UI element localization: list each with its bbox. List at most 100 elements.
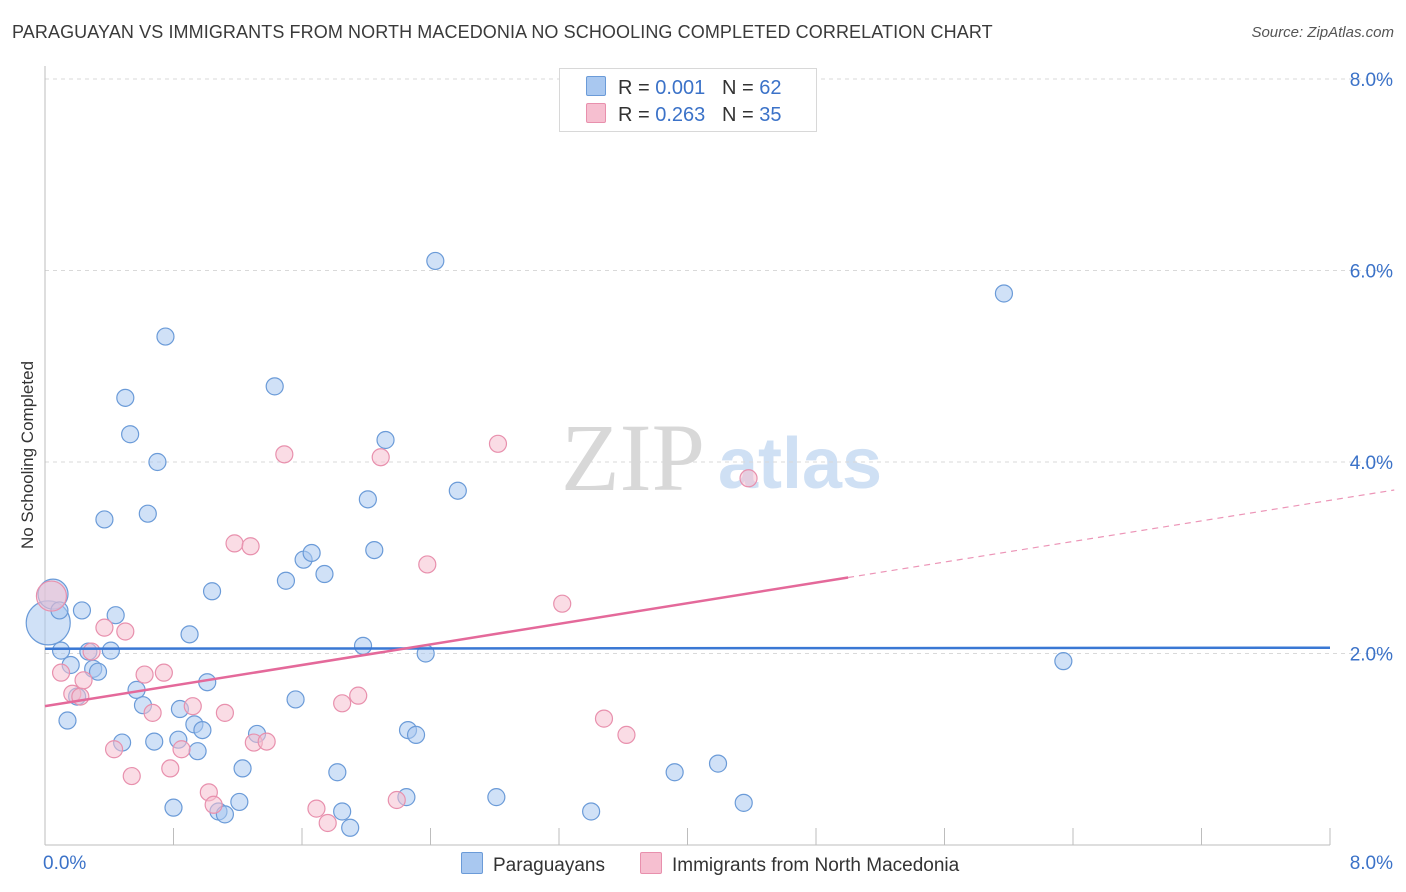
x-tick-label: 0.0%	[43, 853, 86, 874]
north-macedonia-point	[204, 795, 223, 814]
paraguayan-point	[233, 759, 252, 778]
north-macedonia-point	[135, 665, 154, 684]
north-macedonia-trend-line	[44, 576, 849, 708]
north-macedonia-point	[154, 663, 173, 682]
paraguayan-point	[426, 251, 445, 271]
paraguayan-point	[315, 564, 334, 584]
legend-n-label: N =	[721, 77, 760, 99]
paraguayan-point	[230, 792, 249, 812]
paraguayan-point	[106, 606, 125, 625]
x-tick-label: 8.0%	[1350, 853, 1393, 874]
north-macedonia-point	[371, 448, 390, 467]
source-label: Source: ZipAtlas.com	[1251, 24, 1394, 41]
north-macedonia-point	[418, 555, 437, 574]
stats-legend: R = 0.001 N = 62 R = 0.263 N = 35	[559, 68, 817, 132]
paraguayan-point	[358, 490, 377, 509]
paraguayan-point	[164, 798, 183, 817]
bottom-legend-label: Paraguayans	[493, 855, 605, 876]
paraguayan-point	[193, 720, 212, 740]
legend-r-label: R =	[618, 104, 656, 126]
north-macedonia-point	[225, 534, 244, 553]
paraguayan-trend-line	[44, 646, 1331, 650]
bottom-legend-label: Immigrants from North Macedonia	[672, 855, 960, 876]
paraguayan-point	[376, 430, 395, 450]
paraguayan-point	[116, 388, 135, 407]
legend-n-value: 35	[759, 104, 782, 126]
north-macedonia-point	[307, 799, 326, 818]
paraguayan-point	[265, 377, 284, 396]
north-macedonia-point	[104, 740, 124, 759]
bottom-legend-paraguayans: Paraguayans	[461, 852, 605, 877]
y-tick-label: 4.0%	[1350, 453, 1393, 474]
paraguayan-point	[95, 510, 114, 529]
legend-swatch-blue	[586, 76, 606, 96]
north-macedonia-point	[122, 766, 141, 786]
chart-title: PARAGUAYAN VS IMMIGRANTS FROM NORTH MACE…	[12, 22, 993, 42]
paraguayan-point	[88, 662, 108, 681]
north-macedonia-point	[553, 594, 572, 613]
north-macedonia-trend-extension	[848, 489, 1395, 579]
paraguayan-point	[708, 754, 728, 773]
paraguayan-point	[406, 725, 426, 744]
paraguayan-point	[487, 788, 506, 807]
tick-labels: 2.0% 4.0% 6.0% 8.0% 0.0% 8.0%	[43, 70, 1393, 874]
north-macedonia-point	[74, 671, 93, 690]
north-macedonia-point	[82, 642, 101, 661]
paraguayan-point	[180, 625, 199, 644]
north-macedonia-point	[594, 709, 614, 728]
paraguayan-point	[121, 425, 140, 444]
paraguayan-point	[302, 543, 321, 563]
north-macedonia-point	[617, 725, 636, 744]
paraguayan-point	[333, 802, 352, 821]
north-macedonia-point	[183, 697, 202, 716]
north-macedonia-point	[739, 469, 758, 488]
north-macedonia-point	[257, 732, 276, 751]
paraguayan-point	[138, 504, 157, 523]
legend-r-label: R =	[618, 77, 656, 99]
north-macedonia-point	[51, 663, 71, 682]
paraguayan-point	[582, 802, 601, 821]
paraguayan-point	[286, 690, 305, 709]
bottom-legend-swatch-pink	[640, 852, 662, 874]
paraguayan-point	[665, 763, 684, 782]
legend-row-north-macedonia: R = 0.263 N = 35	[586, 103, 781, 127]
north-macedonia-point	[172, 740, 191, 759]
north-macedonia-point	[241, 537, 260, 556]
paraguayan-point	[734, 793, 753, 812]
paraguayan-point	[72, 601, 92, 620]
legend-swatch-pink	[586, 103, 606, 123]
data-points	[25, 251, 1073, 837]
paraguayan-point	[51, 641, 71, 660]
north-macedonia-point	[387, 790, 406, 810]
paraguayan-point	[58, 711, 77, 730]
y-tick-label: 6.0%	[1350, 262, 1393, 283]
paraguayan-point	[328, 763, 347, 782]
north-macedonia-point	[143, 703, 162, 722]
north-macedonia-point	[275, 445, 294, 464]
legend-n-value: 62	[759, 77, 782, 99]
watermark-atlas: atlas	[718, 424, 882, 504]
gridlines	[45, 78, 1392, 654]
watermark: ZIP atlas	[561, 404, 882, 511]
paraguayan-point	[276, 571, 296, 590]
watermark-zip: ZIP	[561, 404, 705, 511]
paraguayan-point	[148, 452, 167, 472]
y-tick-label: 8.0%	[1350, 70, 1393, 91]
legend-n-label: N =	[721, 104, 760, 126]
paraguayan-point	[145, 732, 164, 751]
north-macedonia-point	[35, 580, 68, 612]
north-macedonia-point	[318, 813, 337, 833]
trend-lines	[44, 489, 1395, 708]
north-macedonia-point	[349, 686, 368, 705]
bottom-legend-swatch-blue	[461, 852, 483, 874]
paraguayan-point	[188, 742, 207, 761]
paraguayan-point	[101, 641, 120, 660]
paraguayan-point	[1054, 652, 1073, 671]
paraguayan-point	[994, 284, 1014, 303]
paraguayan-point	[202, 582, 222, 601]
paraguayan-point	[365, 540, 384, 560]
north-macedonia-point	[116, 622, 135, 641]
north-macedonia-point	[95, 618, 114, 637]
legend-r-value: 0.001	[655, 77, 706, 99]
